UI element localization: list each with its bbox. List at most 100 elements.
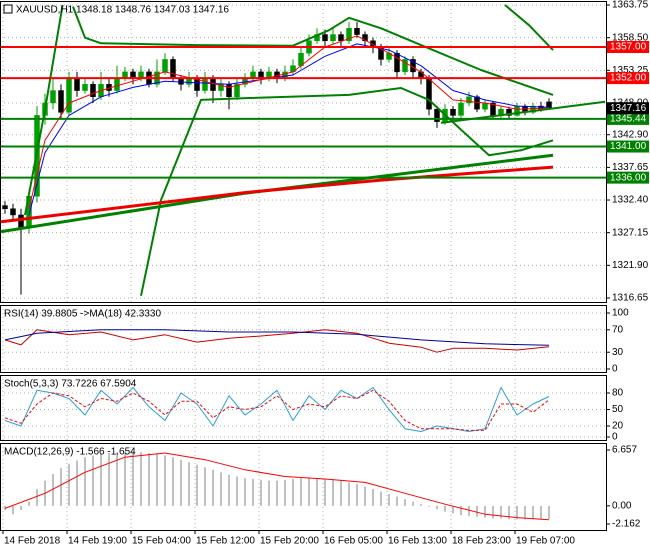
y-tick-label: 1363.75 bbox=[612, 0, 649, 11]
pane-title: RSI(14) 39.8805 ->MA(18) 42.3330 bbox=[4, 309, 161, 320]
level-label: 1357.00 bbox=[610, 42, 647, 53]
candle-body bbox=[170, 59, 176, 79]
histogram-bar bbox=[244, 478, 246, 506]
indicator-line bbox=[1, 153, 554, 234]
histogram-bar bbox=[20, 505, 22, 511]
candle-body bbox=[2, 205, 8, 209]
candle-body bbox=[114, 77, 120, 91]
indicator-line bbox=[504, 4, 554, 51]
y-tick-label: 1332.40 bbox=[612, 195, 649, 206]
y-tick-label: 50 bbox=[612, 404, 624, 415]
candle-body bbox=[474, 96, 480, 110]
histogram-bar bbox=[540, 505, 542, 520]
histogram-bar bbox=[228, 474, 230, 506]
pane-frame bbox=[0, 305, 607, 373]
candle-body bbox=[482, 102, 488, 110]
histogram-bar bbox=[372, 489, 374, 506]
candle-body bbox=[466, 96, 472, 104]
histogram-bar bbox=[396, 496, 398, 506]
indicator-line bbox=[28, 35, 550, 209]
y-tick-label: 1353.25 bbox=[612, 65, 649, 76]
y-tick-label: 0 bbox=[612, 364, 618, 375]
histogram-bar bbox=[52, 473, 54, 506]
histogram-bar bbox=[260, 479, 262, 506]
candle-body bbox=[450, 108, 456, 116]
x-tick-label: 15 Feb 20:00 bbox=[260, 536, 319, 547]
price-pane bbox=[1, 1, 606, 302]
histogram-bar bbox=[324, 479, 326, 506]
y-tick-label: 80 bbox=[612, 388, 624, 399]
histogram-bar bbox=[516, 505, 518, 520]
level-label: 1341.00 bbox=[610, 141, 647, 152]
x-tick-label: 16 Feb 13:00 bbox=[388, 536, 447, 547]
candle-body bbox=[330, 34, 336, 42]
indicator-line bbox=[72, 6, 554, 96]
histogram-bar bbox=[172, 457, 174, 506]
y-tick-label: 0 bbox=[612, 432, 618, 443]
level-label-box bbox=[607, 72, 649, 85]
indicator-line bbox=[24, 4, 64, 216]
y-tick-label: 0.00 bbox=[612, 500, 632, 511]
y-tick-label: 70 bbox=[612, 324, 624, 335]
y-tick-label: 6.657 bbox=[612, 445, 637, 456]
histogram-bar bbox=[12, 505, 14, 515]
histogram-bar bbox=[412, 501, 414, 506]
histogram-bar bbox=[124, 451, 126, 506]
histogram-bar bbox=[532, 505, 534, 520]
histogram-bar bbox=[452, 505, 454, 514]
histogram-bar bbox=[444, 505, 446, 512]
candle-body bbox=[66, 77, 72, 113]
x-tick-label: 14 Feb 19:00 bbox=[68, 536, 127, 547]
histogram-bar bbox=[140, 452, 142, 506]
histogram-bar bbox=[180, 459, 182, 506]
histogram-bar bbox=[36, 489, 38, 506]
candle-body bbox=[162, 59, 168, 73]
rsi-pane bbox=[1, 306, 606, 372]
histogram-bar bbox=[220, 472, 222, 506]
histogram-bar bbox=[164, 455, 166, 506]
x-tick-label: 16 Feb 05:00 bbox=[324, 536, 383, 547]
histogram-bar bbox=[340, 480, 342, 506]
histogram-bar bbox=[524, 505, 526, 520]
histogram-bar bbox=[300, 478, 302, 506]
y-tick-label: 1337.65 bbox=[612, 162, 649, 173]
candle-body bbox=[354, 28, 360, 35]
candle-body bbox=[362, 34, 368, 42]
histogram-bar bbox=[364, 486, 366, 506]
candle-body bbox=[346, 28, 352, 42]
histogram-bar bbox=[84, 457, 86, 506]
histogram-bar bbox=[236, 476, 238, 506]
y-tick-label: 1327.15 bbox=[612, 227, 649, 238]
histogram-bar bbox=[308, 478, 310, 506]
symbol-icon bbox=[3, 4, 13, 14]
indicator-line bbox=[4, 329, 550, 353]
macd-pane bbox=[2, 444, 550, 530]
indicator-line bbox=[4, 452, 550, 521]
candle-body bbox=[50, 90, 56, 104]
histogram-bar bbox=[316, 478, 318, 506]
histogram-bar bbox=[60, 468, 62, 506]
histogram-bar bbox=[108, 452, 110, 506]
histogram-bar bbox=[116, 452, 118, 506]
x-tick-label: 14 Feb 2018 bbox=[4, 536, 61, 547]
pane-title: Stoch(5,3,3) 73.7226 67.5904 bbox=[4, 379, 137, 390]
candle-body bbox=[338, 34, 344, 42]
level-label: 1336.00 bbox=[610, 172, 647, 183]
level-label: 1345.44 bbox=[610, 114, 647, 125]
histogram-bar bbox=[148, 452, 150, 506]
y-tick-label: 1316.65 bbox=[612, 293, 649, 304]
candle-body bbox=[202, 77, 208, 91]
indicator-line bbox=[1, 165, 554, 224]
candle-body bbox=[90, 84, 96, 98]
level-label-box bbox=[607, 40, 649, 53]
indicator-line bbox=[140, 87, 554, 297]
last-price-label: 1347.16 bbox=[610, 103, 647, 114]
candle-body bbox=[506, 108, 512, 116]
candle-body bbox=[234, 84, 240, 98]
pane-frame bbox=[0, 375, 607, 441]
histogram-bar bbox=[332, 479, 334, 506]
candle-body bbox=[74, 77, 80, 91]
histogram-bar bbox=[132, 451, 134, 506]
histogram-bar bbox=[292, 479, 294, 506]
